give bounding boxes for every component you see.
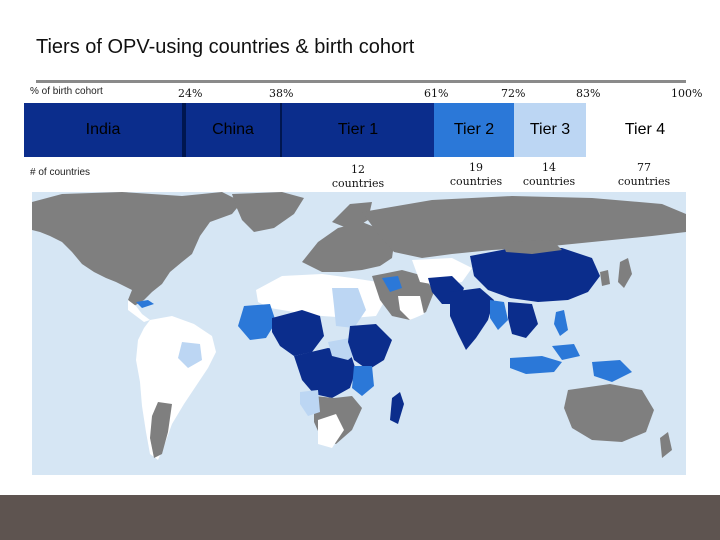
map-horn-of-africa xyxy=(348,324,392,370)
count-tier2: 19 countries xyxy=(444,161,508,189)
map-arabia-white xyxy=(398,296,424,320)
map-new-zealand xyxy=(660,432,672,458)
bar-label-india: India xyxy=(85,121,121,138)
map-southern-africa-white xyxy=(318,414,344,448)
bar-segment-china: China xyxy=(184,103,282,157)
map-indonesia-2 xyxy=(552,344,580,360)
map-central-america xyxy=(128,300,150,322)
count-tier3: 14 countries xyxy=(517,161,581,189)
bar-label-tier2: Tier 2 xyxy=(453,121,495,138)
map-indochina xyxy=(508,302,538,338)
map-south-america-tier3 xyxy=(178,342,202,368)
map-indonesia-1 xyxy=(510,356,562,374)
pct-tick-83: 83% xyxy=(576,87,601,100)
bar-label-china: China xyxy=(212,121,254,138)
birth-cohort-label: % of birth cohort xyxy=(30,86,103,97)
count-tier1-number: 12 xyxy=(351,163,365,176)
count-tier4: 77 countries xyxy=(612,161,676,189)
map-myanmar xyxy=(490,300,508,330)
map-west-africa-tier2 xyxy=(238,304,276,340)
map-central-asia xyxy=(412,258,472,286)
bar-label-tier4: Tier 4 xyxy=(624,121,666,138)
map-egypt-sudan xyxy=(332,288,366,328)
bar-segment-tier3: Tier 3 xyxy=(514,103,586,157)
bar-segment-tier2: Tier 2 xyxy=(434,103,514,157)
bar-segment-india: India xyxy=(24,103,184,157)
map-north-america xyxy=(32,192,242,306)
count-tier4-unit: countries xyxy=(617,175,671,188)
map-india xyxy=(450,288,494,350)
world-map-graphic xyxy=(32,192,686,460)
map-australia xyxy=(564,384,654,442)
map-iraq xyxy=(382,276,402,292)
num-countries-label: # of countries xyxy=(30,167,91,178)
pct-tick-72: 72% xyxy=(501,87,526,100)
count-tier4-number: 77 xyxy=(637,161,651,174)
map-caribbean xyxy=(136,300,154,308)
map-east-africa-tier2 xyxy=(352,366,374,396)
bar-label-tier1: Tier 1 xyxy=(337,121,379,138)
pct-tick-24: 24% xyxy=(178,87,203,100)
map-central-africa xyxy=(294,348,356,398)
pct-tick-61: 61% xyxy=(424,87,449,100)
map-china xyxy=(470,248,600,302)
count-tier3-unit: countries xyxy=(522,175,576,188)
map-greenland xyxy=(232,192,304,232)
bar-segment-tier1: Tier 1 xyxy=(282,103,434,157)
pct-tick-38: 38% xyxy=(269,87,294,100)
map-europe xyxy=(302,222,394,272)
map-mongolia xyxy=(502,240,562,254)
map-south-america xyxy=(136,316,216,460)
map-west-africa-tier1 xyxy=(272,310,324,356)
bar-label-tier3: Tier 3 xyxy=(529,121,571,138)
world-map xyxy=(32,192,686,475)
map-korea xyxy=(600,270,610,286)
count-tier3-number: 14 xyxy=(542,161,556,174)
count-tier2-unit: countries xyxy=(449,175,503,188)
map-south-africa-tier3 xyxy=(300,390,320,416)
pct-tick-100: 100% xyxy=(671,87,703,100)
map-russia xyxy=(362,196,686,258)
map-papua xyxy=(592,360,632,382)
count-tier1: 12 countries xyxy=(326,163,390,191)
map-philippines xyxy=(554,310,568,336)
map-scandinavia xyxy=(332,202,372,230)
footer-bar xyxy=(0,495,720,540)
bar-segment-tier4: Tier 4 xyxy=(586,103,704,157)
count-tier1-unit: countries xyxy=(331,177,385,190)
map-madagascar xyxy=(390,392,404,424)
title-divider xyxy=(36,80,686,83)
map-japan xyxy=(618,258,632,288)
page-title: Tiers of OPV-using countries & birth coh… xyxy=(36,36,415,58)
map-south-america-south xyxy=(150,402,172,458)
count-tier2-number: 19 xyxy=(469,161,483,174)
